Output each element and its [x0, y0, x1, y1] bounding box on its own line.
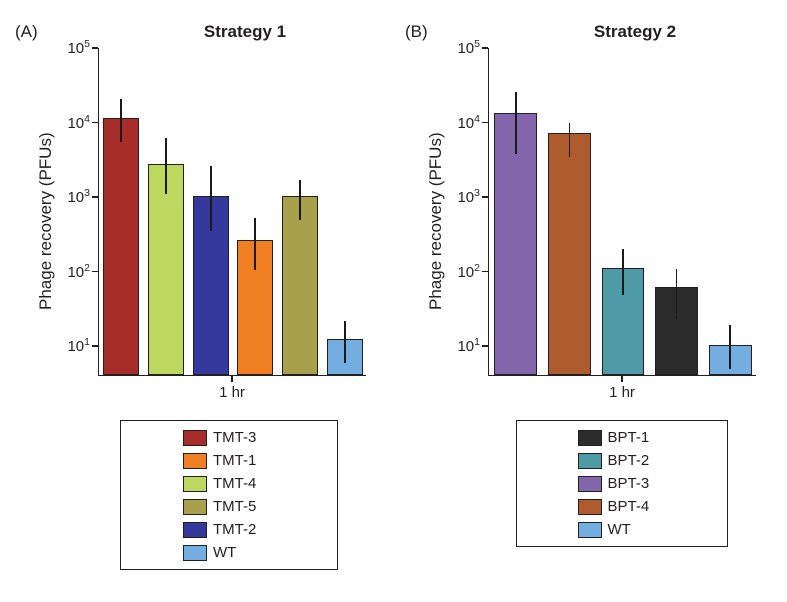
legend-label: TMT-3 [213, 429, 256, 446]
errorbar-wt [344, 321, 346, 363]
errorbar-bpt-4 [569, 123, 571, 157]
y-tick-mark [92, 196, 98, 198]
errorbar-bpt-1 [676, 269, 678, 320]
legend-label: WT [608, 521, 631, 538]
y-tick-label: 102 [50, 262, 90, 281]
legend-swatch [578, 453, 602, 469]
y-tick-mark [482, 196, 488, 198]
bar-tmt-4 [148, 164, 184, 375]
errorbar-tmt-3 [120, 99, 122, 142]
legend-label: TMT-5 [213, 498, 256, 515]
legend-item: TMT-4 [183, 475, 275, 492]
panel-title: Strategy 2 [560, 22, 710, 42]
legend-label: TMT-2 [213, 521, 256, 538]
legend-swatch [578, 430, 602, 446]
legend-item: TMT-1 [183, 452, 275, 469]
legend-item: WT [183, 544, 275, 561]
plot-area [488, 48, 756, 376]
legend-swatch [578, 522, 602, 538]
x-tick-mark [621, 376, 623, 382]
bar-tmt-5 [282, 196, 318, 375]
legend-swatch [183, 522, 207, 538]
y-tick-mark [92, 47, 98, 49]
y-tick-mark [482, 271, 488, 273]
y-tick-label: 104 [50, 113, 90, 132]
y-tick-label: 103 [50, 187, 90, 206]
y-tick-mark [482, 122, 488, 124]
legend-label: BPT-2 [608, 452, 650, 469]
legend-label: BPT-4 [608, 498, 650, 515]
legend-swatch [183, 499, 207, 515]
errorbar-tmt-5 [299, 180, 301, 220]
figure-root: (A) Strategy 1 Phage recovery (PFUs) 101 102… [0, 0, 787, 602]
x-axis-label: 1 hr [98, 384, 366, 401]
errorbar-wt [729, 325, 731, 368]
y-tick-label: 101 [50, 336, 90, 355]
x-axis-label: 1 hr [488, 384, 756, 401]
errorbar-tmt-4 [165, 138, 167, 194]
plot-area [98, 48, 366, 376]
legend-swatch [183, 545, 207, 561]
legend-swatch [578, 499, 602, 515]
legend: BPT-1 BPT-2 BPT-3 BPT-4 WT [516, 420, 728, 547]
legend-label: BPT-3 [608, 475, 650, 492]
y-axis-label: Phage recovery (PFUs) [426, 132, 446, 310]
bar-tmt-3 [103, 118, 139, 375]
y-tick-mark [92, 345, 98, 347]
y-tick-label: 101 [440, 336, 480, 355]
errorbar-bpt-3 [515, 92, 517, 154]
y-tick-mark [482, 47, 488, 49]
legend-item: TMT-3 [183, 429, 275, 446]
legend-label: WT [213, 544, 236, 561]
y-axis-label: Phage recovery (PFUs) [36, 132, 56, 310]
panel-letter: (A) [15, 22, 38, 42]
legend-swatch [183, 476, 207, 492]
y-tick-mark [92, 122, 98, 124]
legend-item: BPT-2 [578, 452, 667, 469]
legend-item: BPT-3 [578, 475, 667, 492]
legend: TMT-3 TMT-1 TMT-4 TMT-5 TMT-2 WT [120, 420, 338, 570]
legend-label: BPT-1 [608, 429, 650, 446]
legend-label: TMT-4 [213, 475, 256, 492]
legend-item: TMT-5 [183, 498, 275, 515]
y-tick-mark [482, 345, 488, 347]
y-tick-label: 102 [440, 262, 480, 281]
legend-swatch [183, 430, 207, 446]
panel-title: Strategy 1 [170, 22, 320, 42]
legend-item: BPT-4 [578, 498, 667, 515]
errorbar-tmt-2 [210, 166, 212, 231]
panel-letter: (B) [405, 22, 428, 42]
y-tick-mark [92, 271, 98, 273]
y-tick-label: 105 [50, 38, 90, 57]
legend-item: BPT-1 [578, 429, 667, 446]
legend-item: TMT-2 [183, 521, 275, 538]
errorbar-tmt-1 [254, 218, 256, 270]
legend-label: TMT-1 [213, 452, 256, 469]
y-tick-label: 104 [440, 113, 480, 132]
legend-swatch [183, 453, 207, 469]
bar-bpt-4 [548, 133, 591, 375]
legend-swatch [578, 476, 602, 492]
x-tick-mark [231, 376, 233, 382]
y-tick-label: 103 [440, 187, 480, 206]
y-tick-label: 105 [440, 38, 480, 57]
errorbar-bpt-2 [622, 249, 624, 295]
legend-item: WT [578, 521, 667, 538]
